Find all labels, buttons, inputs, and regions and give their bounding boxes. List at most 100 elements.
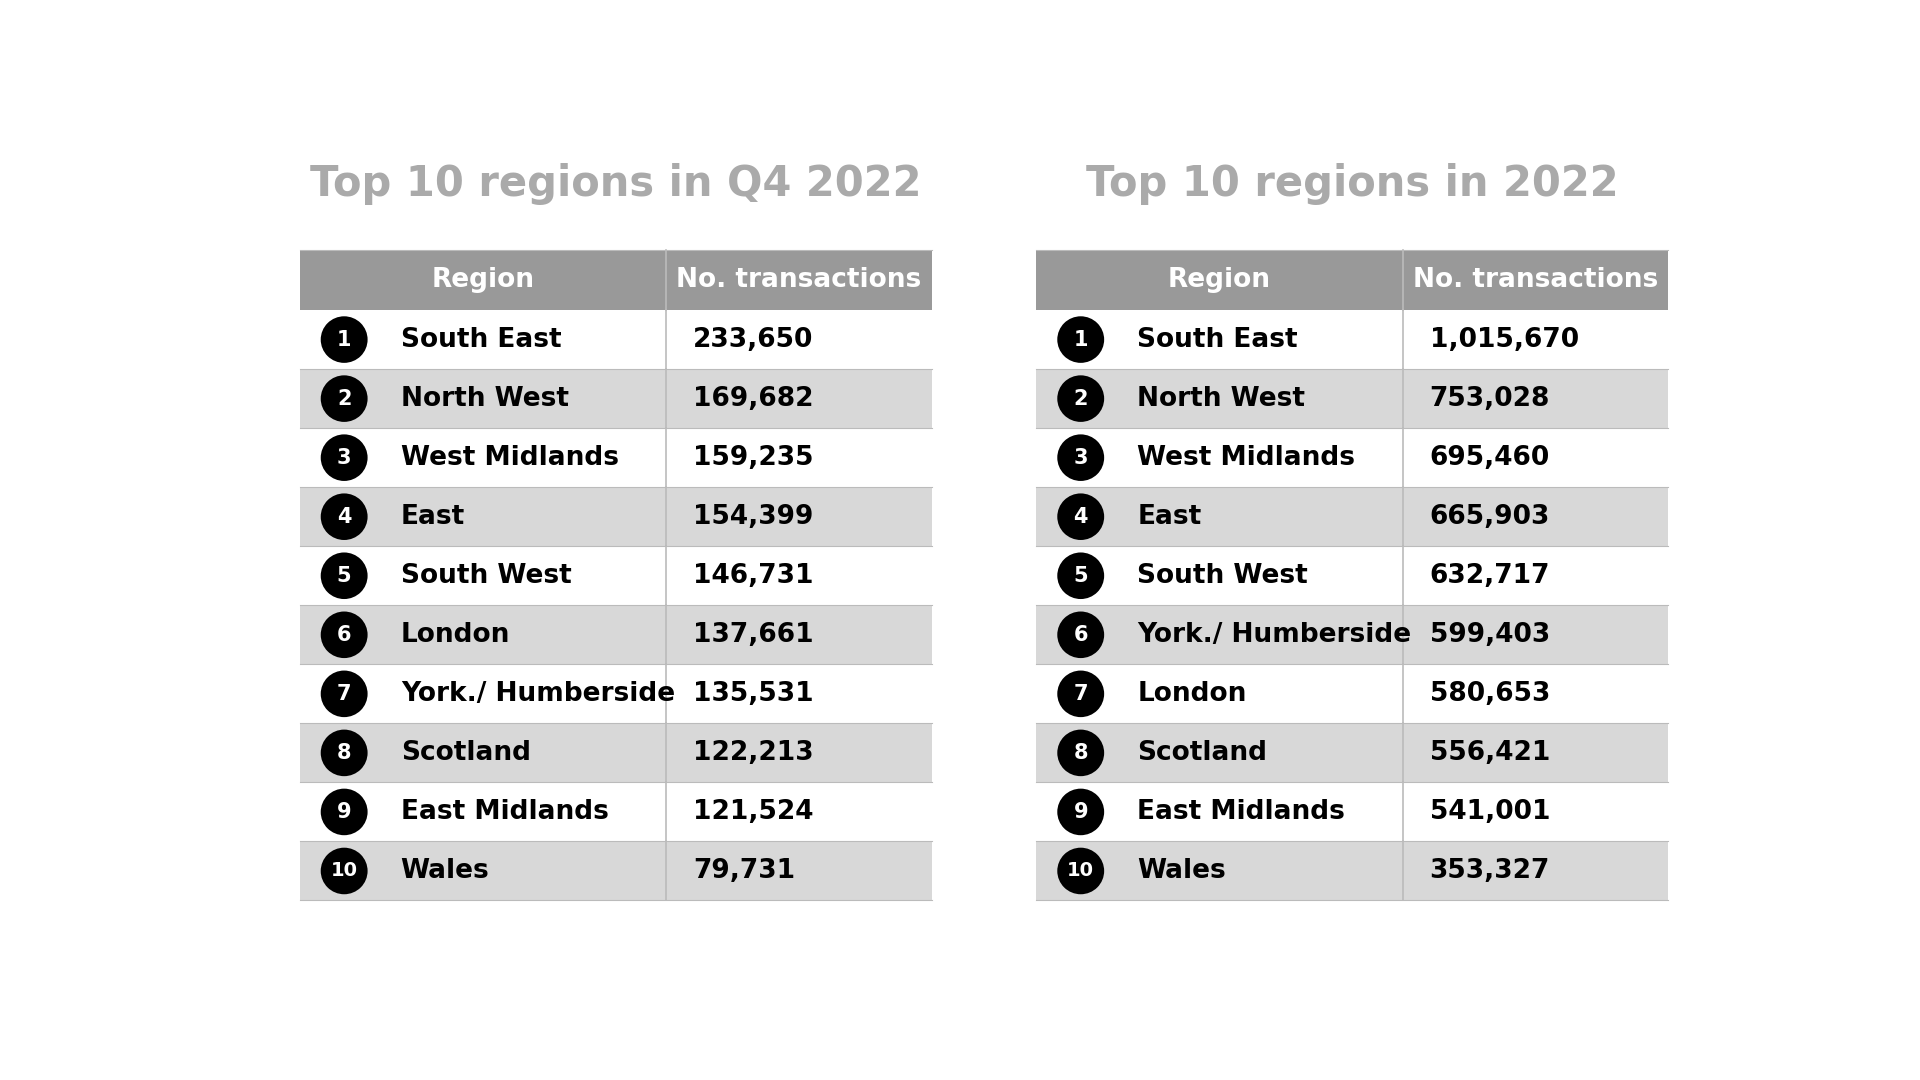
FancyBboxPatch shape	[300, 428, 931, 487]
FancyBboxPatch shape	[1037, 841, 1668, 901]
Text: 7: 7	[336, 684, 351, 704]
Text: York./ Humberside: York./ Humberside	[1137, 622, 1411, 648]
Text: Scotland: Scotland	[401, 740, 530, 766]
FancyBboxPatch shape	[300, 782, 931, 841]
FancyBboxPatch shape	[300, 605, 931, 664]
Text: 2: 2	[1073, 389, 1089, 408]
Text: No. transactions: No. transactions	[676, 267, 922, 293]
Text: 159,235: 159,235	[693, 445, 814, 471]
Text: 10: 10	[1068, 862, 1094, 880]
Text: 3: 3	[1073, 448, 1089, 468]
Ellipse shape	[321, 611, 367, 658]
Text: Wales: Wales	[1137, 858, 1227, 883]
Text: Wales: Wales	[401, 858, 490, 883]
FancyBboxPatch shape	[300, 724, 931, 782]
Text: 580,653: 580,653	[1430, 680, 1549, 706]
Text: North West: North West	[1137, 386, 1306, 411]
Ellipse shape	[321, 494, 367, 540]
FancyBboxPatch shape	[300, 841, 931, 901]
Ellipse shape	[321, 553, 367, 599]
Ellipse shape	[321, 788, 367, 835]
FancyBboxPatch shape	[300, 369, 931, 428]
Text: 632,717: 632,717	[1430, 563, 1549, 589]
Text: 556,421: 556,421	[1430, 740, 1549, 766]
Text: 233,650: 233,650	[693, 326, 814, 352]
Text: 121,524: 121,524	[693, 799, 814, 825]
Text: Top 10 regions in Q4 2022: Top 10 regions in Q4 2022	[309, 163, 922, 204]
Ellipse shape	[321, 848, 367, 894]
Text: South East: South East	[1137, 326, 1298, 352]
Text: 6: 6	[336, 625, 351, 645]
Text: 353,327: 353,327	[1430, 858, 1549, 883]
Text: London: London	[1137, 680, 1246, 706]
FancyBboxPatch shape	[1037, 546, 1668, 605]
FancyBboxPatch shape	[300, 310, 931, 369]
FancyBboxPatch shape	[300, 487, 931, 546]
Text: West Midlands: West Midlands	[1137, 445, 1356, 471]
Text: 665,903: 665,903	[1430, 503, 1549, 529]
Ellipse shape	[321, 671, 367, 717]
Text: London: London	[401, 622, 511, 648]
Text: 541,001: 541,001	[1430, 799, 1549, 825]
FancyBboxPatch shape	[300, 251, 931, 310]
Text: Top 10 regions in 2022: Top 10 regions in 2022	[1087, 163, 1619, 204]
Text: 122,213: 122,213	[693, 740, 814, 766]
Ellipse shape	[1058, 434, 1104, 481]
FancyBboxPatch shape	[1037, 487, 1668, 546]
Text: 137,661: 137,661	[693, 622, 814, 648]
FancyBboxPatch shape	[1037, 428, 1668, 487]
Text: 6: 6	[1073, 625, 1089, 645]
Text: 2: 2	[336, 389, 351, 408]
Text: 753,028: 753,028	[1430, 386, 1549, 411]
Text: 1,015,670: 1,015,670	[1430, 326, 1578, 352]
Ellipse shape	[1058, 376, 1104, 422]
Text: Region: Region	[432, 267, 534, 293]
Text: East Midlands: East Midlands	[1137, 799, 1346, 825]
Text: 9: 9	[1073, 802, 1089, 822]
Ellipse shape	[321, 730, 367, 777]
Text: 8: 8	[1073, 743, 1089, 762]
Ellipse shape	[321, 434, 367, 481]
FancyBboxPatch shape	[300, 664, 931, 724]
Text: 10: 10	[330, 862, 357, 880]
Text: 3: 3	[336, 448, 351, 468]
Ellipse shape	[1058, 316, 1104, 363]
Text: 1: 1	[1073, 329, 1089, 350]
Text: Scotland: Scotland	[1137, 740, 1267, 766]
Text: 1: 1	[336, 329, 351, 350]
Text: 599,403: 599,403	[1430, 622, 1549, 648]
Text: East: East	[401, 503, 465, 529]
FancyBboxPatch shape	[1037, 310, 1668, 369]
Text: 4: 4	[1073, 507, 1089, 527]
FancyBboxPatch shape	[300, 546, 931, 605]
Text: South East: South East	[401, 326, 561, 352]
Ellipse shape	[1058, 730, 1104, 777]
FancyBboxPatch shape	[1037, 724, 1668, 782]
FancyBboxPatch shape	[1037, 664, 1668, 724]
Text: 695,460: 695,460	[1430, 445, 1549, 471]
Text: 79,731: 79,731	[693, 858, 795, 883]
Text: South West: South West	[1137, 563, 1308, 589]
Text: 154,399: 154,399	[693, 503, 814, 529]
FancyBboxPatch shape	[1037, 369, 1668, 428]
Text: East: East	[1137, 503, 1202, 529]
FancyBboxPatch shape	[1037, 251, 1668, 310]
Ellipse shape	[1058, 494, 1104, 540]
FancyBboxPatch shape	[1037, 782, 1668, 841]
Text: 135,531: 135,531	[693, 680, 814, 706]
Text: West Midlands: West Midlands	[401, 445, 618, 471]
FancyBboxPatch shape	[1037, 605, 1668, 664]
Text: 146,731: 146,731	[693, 563, 814, 589]
Text: North West: North West	[401, 386, 568, 411]
Text: 9: 9	[336, 802, 351, 822]
Text: South West: South West	[401, 563, 572, 589]
Text: 8: 8	[336, 743, 351, 762]
Text: 5: 5	[1073, 566, 1089, 585]
Ellipse shape	[321, 376, 367, 422]
Text: 4: 4	[336, 507, 351, 527]
Text: 7: 7	[1073, 684, 1089, 704]
Text: No. transactions: No. transactions	[1413, 267, 1659, 293]
Ellipse shape	[1058, 788, 1104, 835]
Text: 169,682: 169,682	[693, 386, 814, 411]
Ellipse shape	[321, 316, 367, 363]
